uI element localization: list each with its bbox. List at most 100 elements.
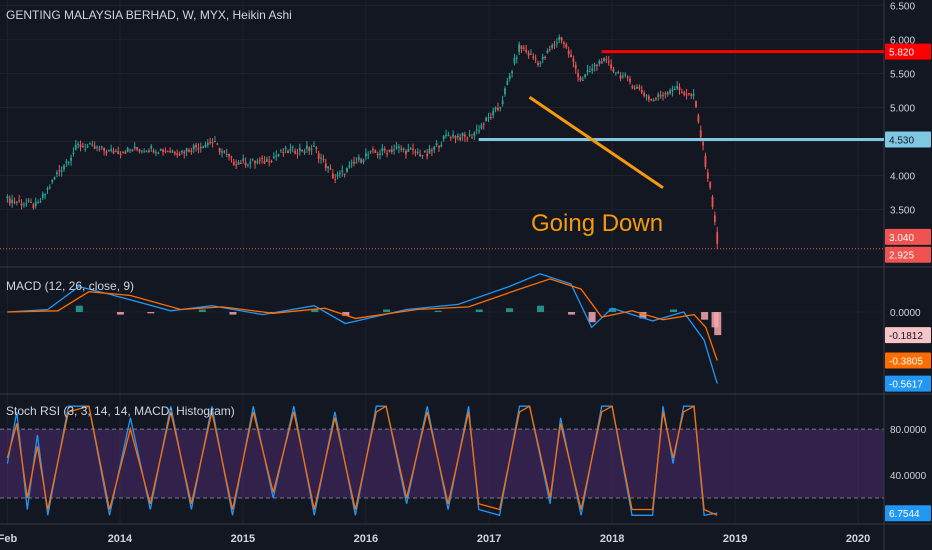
- trend-arrow: [528, 96, 664, 190]
- candle-body: [216, 143, 219, 145]
- candle-body: [430, 150, 433, 152]
- candle-body: [702, 142, 704, 146]
- candle-body: [400, 148, 403, 150]
- stoch-value-label: 6.7544: [889, 509, 920, 520]
- candle-body: [275, 155, 278, 157]
- candle-body: [511, 71, 513, 74]
- stoch-band: [0, 429, 884, 499]
- candle-body: [289, 148, 292, 151]
- candle-body: [685, 94, 688, 96]
- candle-body: [13, 201, 16, 203]
- candle-body: [676, 86, 679, 89]
- candle-body: [25, 203, 28, 205]
- candle-body: [30, 201, 32, 203]
- candle-body: [256, 161, 259, 163]
- candle-body: [150, 145, 153, 149]
- candle-body: [317, 153, 320, 159]
- candle-body: [350, 162, 353, 164]
- candle-body: [588, 71, 591, 73]
- candle-body: [461, 133, 464, 137]
- macd-histogram-bar: [568, 312, 576, 315]
- macd-histogram-bar: [116, 312, 124, 315]
- candle-body: [643, 92, 646, 96]
- candle-body: [254, 160, 256, 164]
- candle-body: [166, 151, 169, 153]
- candle-body: [72, 152, 75, 154]
- candle-body: [218, 147, 221, 153]
- macd-histogram-label: -0.1812: [889, 331, 923, 342]
- candle-body: [86, 146, 89, 148]
- candle-body: [235, 164, 238, 166]
- macd-histogram-label-bg: [885, 327, 931, 344]
- candle-body: [633, 87, 636, 89]
- candle-body: [277, 154, 280, 156]
- candle-body: [324, 163, 327, 169]
- candle-body: [515, 57, 518, 59]
- candle-body: [355, 162, 358, 164]
- candle-body: [527, 52, 530, 56]
- candle-body: [407, 149, 410, 152]
- candle-body: [577, 73, 580, 77]
- candle-body: [558, 36, 561, 41]
- candle-body: [454, 136, 457, 139]
- candle-body: [270, 161, 273, 163]
- candle-body: [598, 60, 601, 64]
- candle-body: [579, 77, 582, 81]
- candle-body: [343, 173, 346, 175]
- candle-body: [664, 93, 667, 95]
- candle-body: [414, 151, 417, 153]
- candle-body: [636, 86, 638, 89]
- candle-body: [607, 61, 610, 63]
- candle-body: [282, 152, 285, 154]
- macd-macd-label-bg: [885, 375, 931, 392]
- candle-body: [214, 141, 216, 143]
- candle-body: [683, 92, 686, 95]
- current-price-label-bg: [885, 246, 931, 263]
- going-down-annotation: Going Down: [531, 210, 664, 237]
- candle-body: [600, 61, 603, 64]
- candle-body: [657, 94, 660, 97]
- candle-body: [647, 96, 650, 100]
- candle-body: [176, 153, 179, 156]
- candle-body: [440, 144, 443, 147]
- candle-body: [171, 150, 174, 153]
- price-tick-label: 5.500: [890, 69, 915, 80]
- candle-body: [626, 76, 629, 78]
- candle-body: [551, 45, 554, 48]
- candle-body: [692, 93, 695, 96]
- candle-body: [242, 158, 245, 161]
- candle-body: [185, 148, 188, 152]
- candle-body: [364, 153, 367, 157]
- candle-body: [27, 200, 30, 202]
- candle-body: [164, 150, 167, 152]
- x-tick-label: 2019: [723, 533, 747, 545]
- candle-body: [162, 149, 164, 152]
- candle-body: [386, 153, 388, 155]
- candle-body: [612, 69, 615, 72]
- candle-body: [619, 75, 622, 79]
- candle-body: [173, 151, 176, 154]
- candle-body: [209, 141, 212, 144]
- candle-body: [487, 117, 490, 119]
- macd-macd-label: -0.5617: [889, 380, 923, 391]
- candle-body: [63, 165, 65, 170]
- candle-body: [638, 86, 641, 89]
- candle-body: [315, 147, 318, 150]
- candle-body: [37, 202, 39, 204]
- candle-body: [353, 161, 355, 164]
- candle-body: [504, 88, 506, 95]
- candle-body: [419, 154, 422, 157]
- candle-body: [202, 146, 205, 148]
- candle-body: [669, 90, 671, 94]
- candle-body: [20, 203, 23, 206]
- resistance-price-label-bg: [885, 43, 931, 60]
- candle-body: [77, 143, 80, 145]
- candle-body: [70, 157, 72, 161]
- candle-body: [188, 150, 190, 152]
- candle-body: [372, 149, 374, 151]
- stoch-rsi-title: Stoch RSI (3, 3, 14, 14, MACD: Histogram…: [6, 404, 235, 418]
- candle-body: [544, 56, 546, 58]
- candle-body: [697, 115, 700, 122]
